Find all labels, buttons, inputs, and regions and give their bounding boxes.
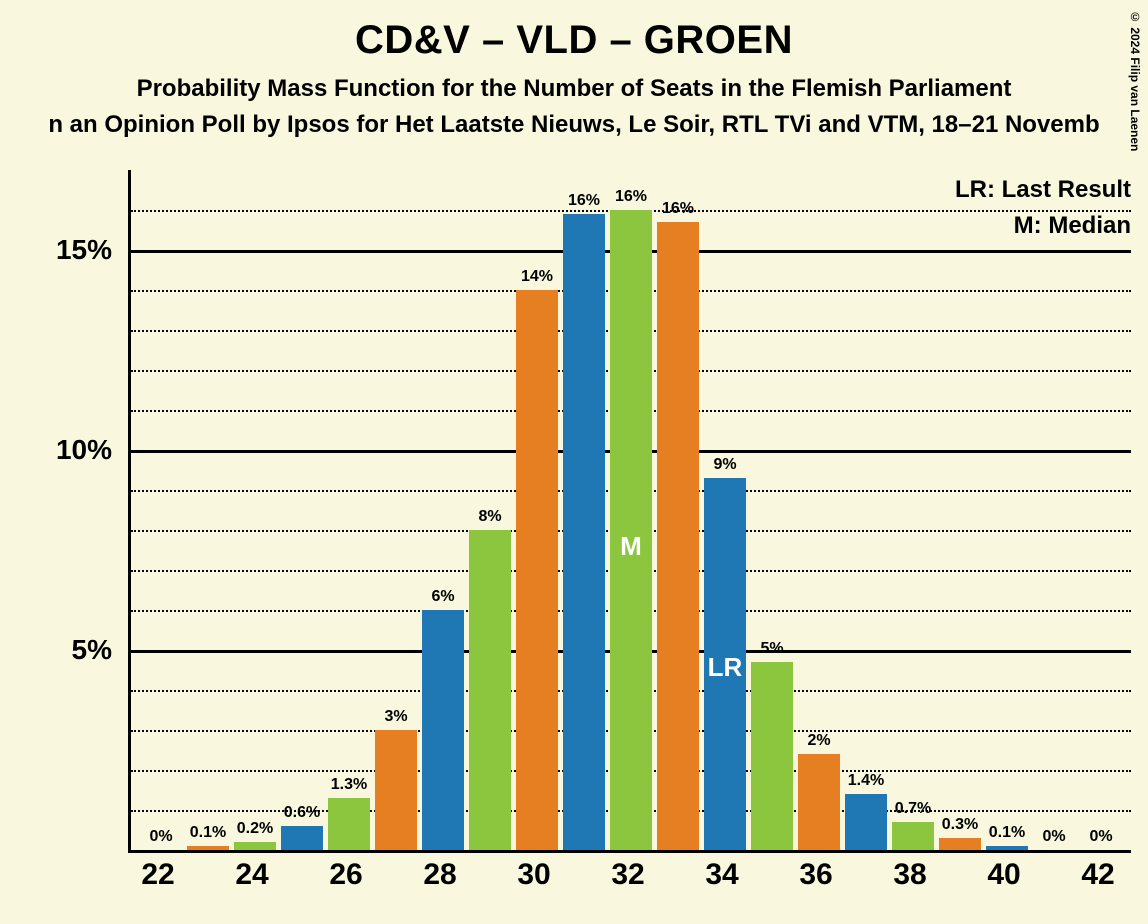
x-tick-label: 40 [987,858,1020,892]
bar [657,222,699,850]
bar-value-label: 0.3% [942,816,978,834]
bar [328,798,370,850]
bar-value-label: 1.3% [331,776,367,794]
bar [939,838,981,850]
bar [516,290,558,850]
x-tick-label: 22 [141,858,174,892]
bar [375,730,417,850]
bar-value-label: 3% [384,708,407,726]
marker-last-result: LR [708,652,743,683]
copyright-text: © 2024 Filip van Laenen [1128,10,1142,151]
legend-m: M: Median [955,212,1131,240]
x-tick-label: 26 [329,858,362,892]
page: © 2024 Filip van Laenen CD&V – VLD – GRO… [0,0,1148,924]
bar-value-label: 0.7% [895,800,931,818]
bar-value-label: 0.1% [190,824,226,842]
bar [563,214,605,850]
bar-value-label: 6% [431,588,454,606]
chart-area: 5% 10% 15% LR: Last Result M: Median 0% 0.1… [40,170,1148,890]
bar-value-label: 14% [521,268,553,286]
y-tick-label: 5% [72,634,112,666]
bar-value-label: 16% [615,188,647,206]
x-tick-label: 30 [517,858,550,892]
bar [892,822,934,850]
x-tick-label: 42 [1081,858,1114,892]
bar [845,794,887,850]
x-tick-label: 38 [893,858,926,892]
x-tick-label: 32 [611,858,644,892]
bar-value-label: 0% [1089,828,1112,846]
bar-value-label: 0.1% [989,824,1025,842]
bar-value-label: 9% [713,456,736,474]
bar-value-label: 16% [662,200,694,218]
y-axis-labels: 5% 10% 15% [40,170,120,890]
chart-subtitle: Probability Mass Function for the Number… [0,75,1148,103]
bar-value-label: 1.4% [848,772,884,790]
chart-subtitle-2: n an Opinion Poll by Ipsos for Het Laats… [0,111,1148,139]
legend: LR: Last Result M: Median [955,176,1131,248]
chart-title: CD&V – VLD – GROEN [0,0,1148,63]
y-tick-label: 15% [56,234,112,266]
bar-value-label: 0.6% [284,804,320,822]
x-tick-label: 28 [423,858,456,892]
plot-area: LR: Last Result M: Median 0% 0.1% 0.2% 0.6%… [128,170,1131,853]
bar-value-label: 5% [760,640,783,658]
bar [469,530,511,850]
bar-value-label: 0% [149,828,172,846]
bar-value-label: 0% [1042,828,1065,846]
x-tick-label: 34 [705,858,738,892]
bar [751,662,793,850]
bar-value-label: 8% [478,508,501,526]
bar-value-label: 0.2% [237,820,273,838]
x-tick-label: 36 [799,858,832,892]
bar [422,610,464,850]
bar [281,826,323,850]
bar [798,754,840,850]
x-axis-labels: 22 24 26 28 30 32 34 36 38 40 42 [128,854,1128,894]
bar-value-label: 2% [807,732,830,750]
bar [610,210,652,850]
marker-median: M [620,531,642,562]
x-tick-label: 24 [235,858,268,892]
bar-value-label: 16% [568,192,600,210]
bar [187,846,229,850]
bar [234,842,276,850]
y-tick-label: 10% [56,434,112,466]
bar [986,846,1028,850]
legend-lr: LR: Last Result [955,176,1131,204]
